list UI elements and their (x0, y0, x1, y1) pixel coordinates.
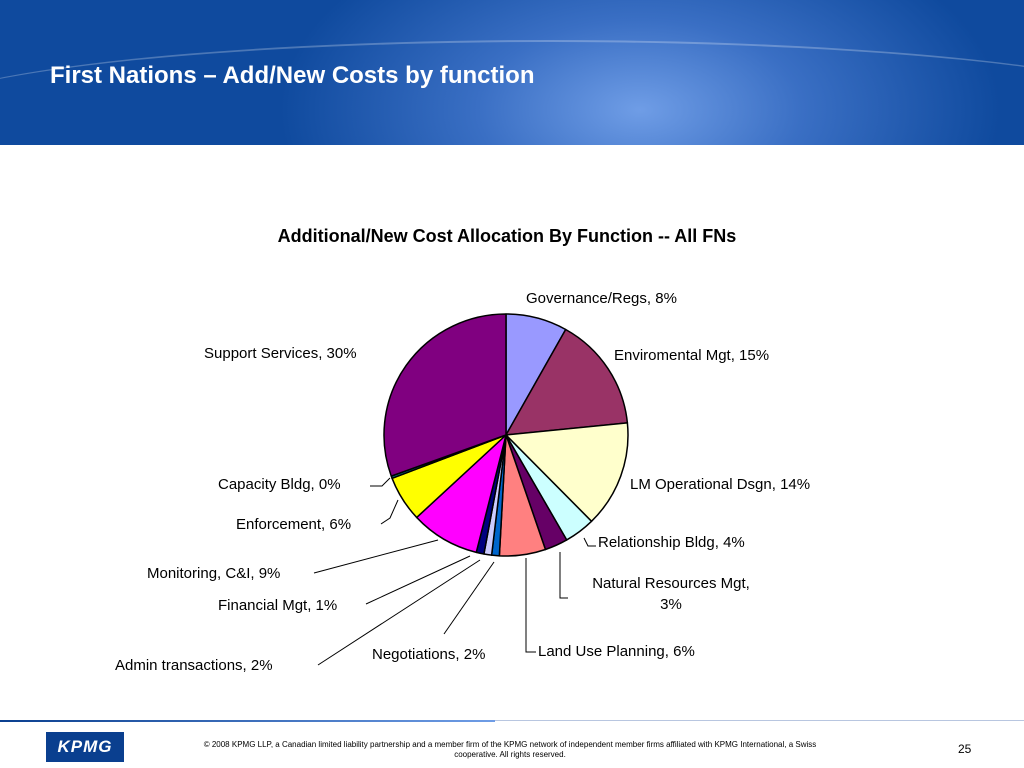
label-admin-transactions: Admin transactions, 2% (115, 657, 273, 674)
leader-financial (365, 555, 471, 605)
label-natural-resources-line2: 3% (660, 596, 682, 613)
label-land-use: Land Use Planning, 6% (538, 643, 695, 660)
label-natural-resources: Natural Resources Mgt, 3% (566, 575, 776, 613)
header-swoosh (0, 40, 1024, 145)
label-financial-mgt: Financial Mgt, 1% (218, 597, 338, 614)
leader-negotiations (443, 561, 495, 635)
chart-title: Additional/New Cost Allocation By Functi… (277, 226, 737, 246)
leader-natural-resources (559, 552, 568, 599)
label-relationship: Relationship Bldg, 4% (598, 534, 745, 551)
kpmg-logo: KPMG (46, 732, 124, 762)
label-environmental: Enviromental Mgt, 15% (614, 347, 770, 364)
copyright-notice: © 2008 KPMG LLP, a Canadian limited liab… (170, 740, 850, 760)
copyright-line-2: cooperative. All rights reserved. (454, 750, 566, 759)
leader-relationship (583, 537, 596, 547)
slide-title: First Nations – Add/New Costs by functio… (50, 62, 535, 89)
leader-capacity (370, 477, 391, 487)
label-lm-operational: LM Operational Dsgn, 14% (630, 476, 811, 493)
label-enforcement: Enforcement, 6% (236, 516, 352, 533)
label-monitoring: Monitoring, C&I, 9% (147, 565, 281, 582)
pie-slice-enviromental-mgt (505, 328, 629, 436)
leader-admin (317, 559, 481, 666)
footer-line (0, 720, 495, 722)
label-support-services: Support Services, 30% (204, 345, 357, 362)
pie-slice-support-services (383, 313, 507, 477)
leader-enforcement (380, 499, 399, 525)
label-governance: Governance/Regs, 8% (526, 290, 677, 307)
copyright-line-1: © 2008 KPMG LLP, a Canadian limited liab… (203, 740, 817, 749)
footer-line-light (495, 720, 1024, 721)
leader-monitoring (313, 539, 439, 574)
leader-land-use (525, 558, 536, 653)
label-natural-resources-line1: Natural Resources Mgt, (592, 575, 750, 592)
page-number: 25 (958, 742, 972, 756)
label-capacity: Capacity Bldg, 0% (218, 476, 341, 493)
header-banner: First Nations – Add/New Costs by functio… (0, 0, 1024, 145)
label-negotiations: Negotiations, 2% (372, 646, 486, 663)
pie-slice-lm-operational-dsgn (505, 422, 629, 523)
